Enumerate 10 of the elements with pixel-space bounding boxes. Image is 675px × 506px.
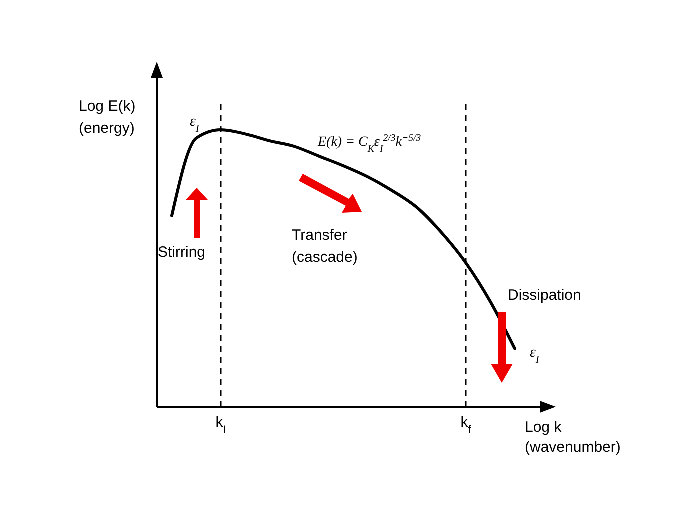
x-tick-label: k$_{I}$ [216,414,226,436]
x-tick-label: k$_{f}$ [460,414,472,436]
annotation: Dissipation [508,287,582,304]
annotation: E(k) = C$_{K}$ε$_{I}$$^{2/3}$k$^{−5/3}$ [317,132,422,154]
annotation: ε$_{I}$ [190,114,200,134]
annotation: Stirring [158,244,206,261]
x-axis-title: Log k (wavenumber) [525,419,621,456]
annotation: ε$_{I}$ [530,345,540,366]
y-axis-title: Log E(k) (energy) [79,98,136,137]
annotation: Transfer (cascade) [292,227,358,266]
